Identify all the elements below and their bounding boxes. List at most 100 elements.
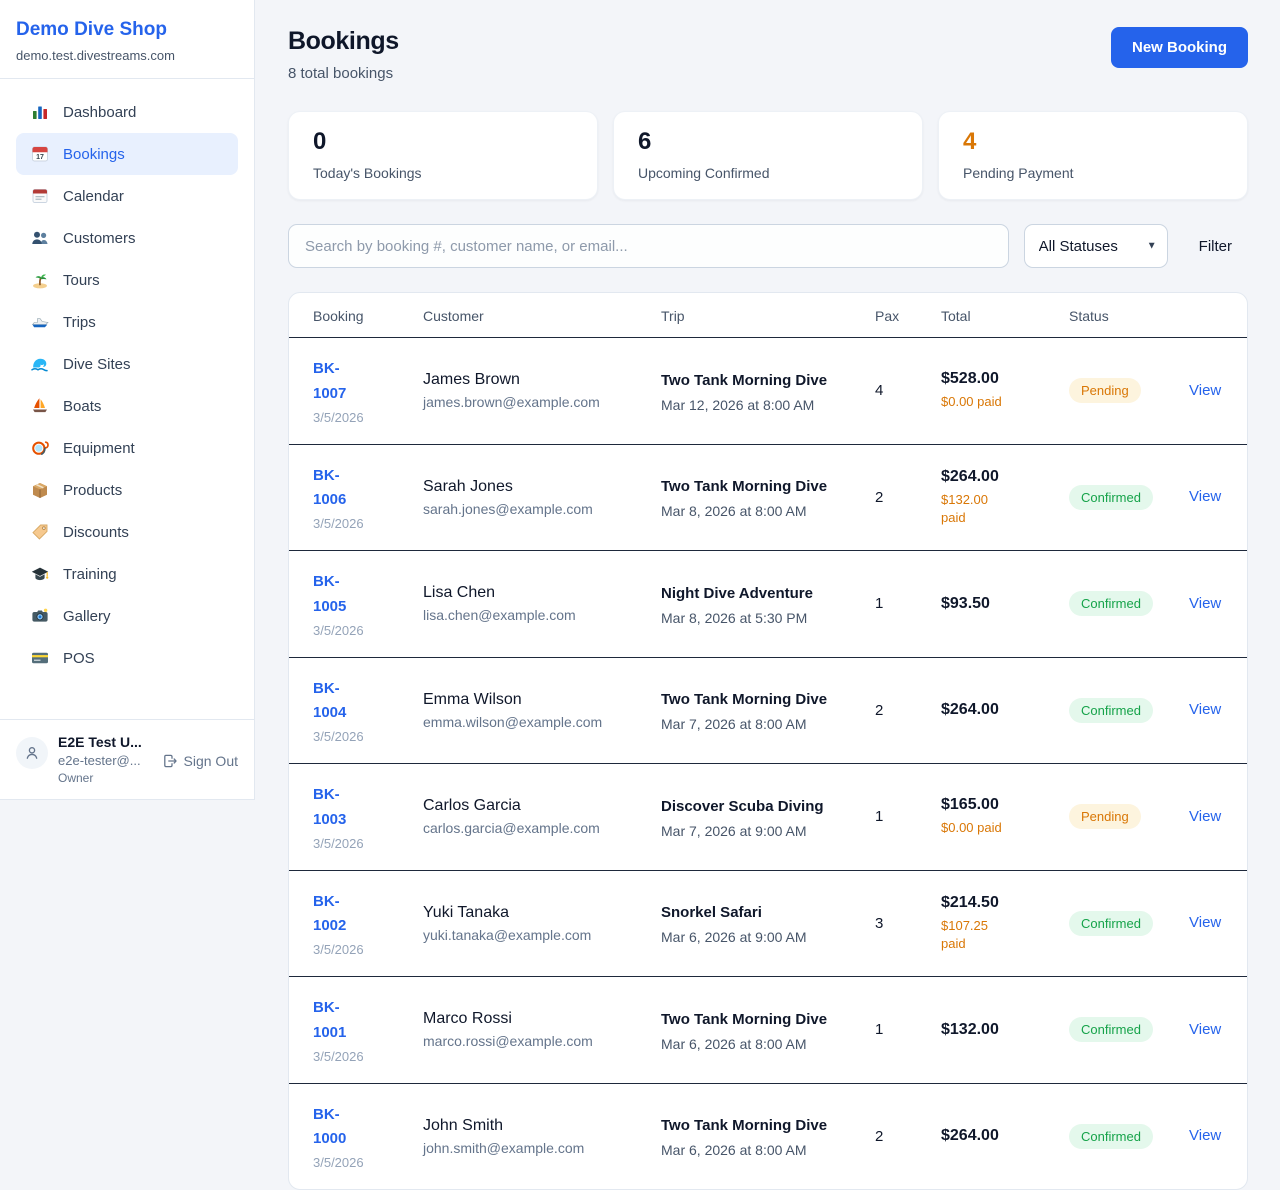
customer-email: sarah.jones@example.com xyxy=(423,500,593,517)
sidebar-item-tours[interactable]: Tours xyxy=(16,259,238,301)
nav-icon-sailboat xyxy=(30,396,50,416)
stat-card-today-s-bookings: 0 Today's Bookings xyxy=(288,111,598,200)
booking-date: 3/5/2026 xyxy=(313,1048,364,1064)
booking-id-link[interactable]: BK-1007 xyxy=(313,360,347,402)
sidebar-item-customers[interactable]: Customers xyxy=(16,217,238,259)
booking-id-link[interactable]: BK-1000 xyxy=(313,1105,347,1148)
total-cell: $214.50 $107.25 paid xyxy=(941,894,1069,953)
sidebar-item-trips[interactable]: Trips xyxy=(16,301,238,343)
total-amount: $132.00 xyxy=(941,1020,999,1038)
sidebar-item-equipment[interactable]: Equipment xyxy=(16,427,238,469)
total-cell: $264.00 $132.00 paid xyxy=(941,468,1069,527)
sidebar-item-calendar[interactable]: Calendar xyxy=(16,175,238,217)
pax-cell: 2 xyxy=(875,701,884,719)
status-cell: Confirmed xyxy=(1069,910,1189,936)
status-cell: Pending xyxy=(1069,804,1189,830)
column-header-total: Total xyxy=(941,308,971,324)
total-cell: $264.00 xyxy=(941,1127,1069,1145)
sidebar-item-dive-sites[interactable]: Dive Sites xyxy=(16,343,238,385)
customer-email: john.smith@example.com xyxy=(423,1139,585,1156)
sidebar-item-training[interactable]: Training xyxy=(16,553,238,595)
status-badge: Pending xyxy=(1069,804,1141,830)
customer-cell: Yuki Tanaka yuki.tanaka@example.com xyxy=(423,904,661,943)
trip-cell: Two Tank Morning Dive Mar 12, 2026 at 8:… xyxy=(661,369,875,413)
table-header-row: Booking Customer Trip Pax Total Status xyxy=(289,293,1247,338)
view-link[interactable]: View xyxy=(1189,1127,1222,1145)
booking-cell: BK-1000 3/5/2026 xyxy=(313,1103,423,1171)
filter-button[interactable]: Filter xyxy=(1183,238,1248,255)
status-badge: Confirmed xyxy=(1069,484,1153,510)
total-amount: $165.00 xyxy=(941,796,999,814)
bookings-table: Booking Customer Trip Pax Total Status B… xyxy=(288,292,1248,1190)
paid-amount: $0.00 paid xyxy=(941,820,1002,836)
trip-cell: Discover Scuba Diving Mar 7, 2026 at 9:0… xyxy=(661,795,875,839)
column-header-status: Status xyxy=(1069,308,1109,324)
nav-icon-island xyxy=(30,270,50,290)
trip-datetime: Mar 7, 2026 at 9:00 AM xyxy=(661,822,807,839)
customer-cell: Lisa Chen lisa.chen@example.com xyxy=(423,584,661,623)
booking-id-link[interactable]: BK-1001 xyxy=(313,999,347,1041)
view-link[interactable]: View xyxy=(1189,701,1222,719)
search-input[interactable] xyxy=(288,224,1009,268)
pax-cell: 2 xyxy=(875,488,884,506)
booking-cell: BK-1003 3/5/2026 xyxy=(313,783,423,851)
customer-email: james.brown@example.com xyxy=(423,394,600,411)
sidebar-item-label: Trips xyxy=(63,313,96,331)
booking-id-link[interactable]: BK-1006 xyxy=(313,466,347,509)
customer-email: yuki.tanaka@example.com xyxy=(423,926,592,943)
total-amount: $264.00 xyxy=(941,701,999,719)
trip-name: Discover Scuba Diving xyxy=(661,797,824,815)
table-row-bk-1000: BK-1000 3/5/2026 John Smith john.smith@e… xyxy=(289,1084,1247,1190)
status-badge: Pending xyxy=(1069,378,1141,404)
customer-cell: John Smith john.smith@example.com xyxy=(423,1117,661,1156)
view-link[interactable]: View xyxy=(1189,807,1222,825)
sidebar-item-label: Boats xyxy=(63,397,102,415)
trip-datetime: Mar 7, 2026 at 8:00 AM xyxy=(661,716,807,733)
trip-cell: Two Tank Morning Dive Mar 6, 2026 at 8:0… xyxy=(661,1008,875,1052)
view-link[interactable]: View xyxy=(1189,914,1222,932)
total-amount: $214.50 xyxy=(941,893,999,911)
user-email: e2e-tester@... xyxy=(58,753,141,768)
status-filter: All Statuses ▼ xyxy=(1023,224,1168,268)
view-link[interactable]: View xyxy=(1189,488,1222,506)
stat-card-upcoming-confirmed: 6 Upcoming Confirmed xyxy=(613,111,923,200)
status-filter-select[interactable]: All Statuses xyxy=(1023,224,1168,268)
booking-id-link[interactable]: BK-1002 xyxy=(313,892,347,935)
total-amount: $93.50 xyxy=(941,594,990,612)
total-cell: $528.00 $0.00 paid xyxy=(941,370,1069,411)
sidebar-item-pos[interactable]: POS xyxy=(16,637,238,679)
sidebar-item-products[interactable]: Products xyxy=(16,469,238,511)
trip-datetime: Mar 6, 2026 at 8:00 AM xyxy=(661,1035,807,1052)
sidebar-item-boats[interactable]: Boats xyxy=(16,385,238,427)
booking-id-link[interactable]: BK-1005 xyxy=(313,573,347,615)
pax-cell: 1 xyxy=(875,595,884,613)
booking-id-link[interactable]: BK-1003 xyxy=(313,786,347,828)
customer-email: carlos.garcia@example.com xyxy=(423,820,600,837)
booking-cell: BK-1007 3/5/2026 xyxy=(313,357,423,425)
sign-out-button[interactable]: Sign Out xyxy=(162,753,238,769)
sidebar-item-dashboard[interactable]: Dashboard xyxy=(16,91,238,133)
booking-id-link[interactable]: BK-1004 xyxy=(313,679,347,722)
view-link[interactable]: View xyxy=(1189,381,1222,399)
sidebar-header: Demo Dive Shop demo.test.divestreams.com xyxy=(0,0,254,79)
pax-cell: 1 xyxy=(875,808,884,826)
sidebar-item-gallery[interactable]: Gallery xyxy=(16,595,238,637)
new-booking-button[interactable]: New Booking xyxy=(1110,27,1248,68)
sign-out-label: Sign Out xyxy=(183,753,238,769)
sidebar-item-label: Dive Sites xyxy=(63,355,131,373)
sidebar-item-discounts[interactable]: Discounts xyxy=(16,511,238,553)
booking-cell: BK-1005 3/5/2026 xyxy=(313,570,423,638)
sidebar-item-bookings[interactable]: 17 Bookings xyxy=(16,133,238,175)
paid-amount: $0.00 paid xyxy=(941,394,1002,410)
table-row-bk-1004: BK-1004 3/5/2026 Emma Wilson emma.wilson… xyxy=(289,658,1247,764)
customer-name: Lisa Chen xyxy=(423,584,496,602)
view-link[interactable]: View xyxy=(1189,594,1222,612)
view-link[interactable]: View xyxy=(1189,1020,1222,1038)
status-cell: Confirmed xyxy=(1069,1123,1189,1149)
nav-icon-dive-mask xyxy=(30,438,50,458)
table-row-bk-1007: BK-1007 3/5/2026 James Brown james.brown… xyxy=(289,338,1247,445)
avatar xyxy=(16,737,48,769)
sidebar-item-label: Bookings xyxy=(63,145,125,163)
user-name: E2E Test U... xyxy=(58,734,142,750)
table-row-bk-1006: BK-1006 3/5/2026 Sarah Jones sarah.jones… xyxy=(289,445,1247,551)
